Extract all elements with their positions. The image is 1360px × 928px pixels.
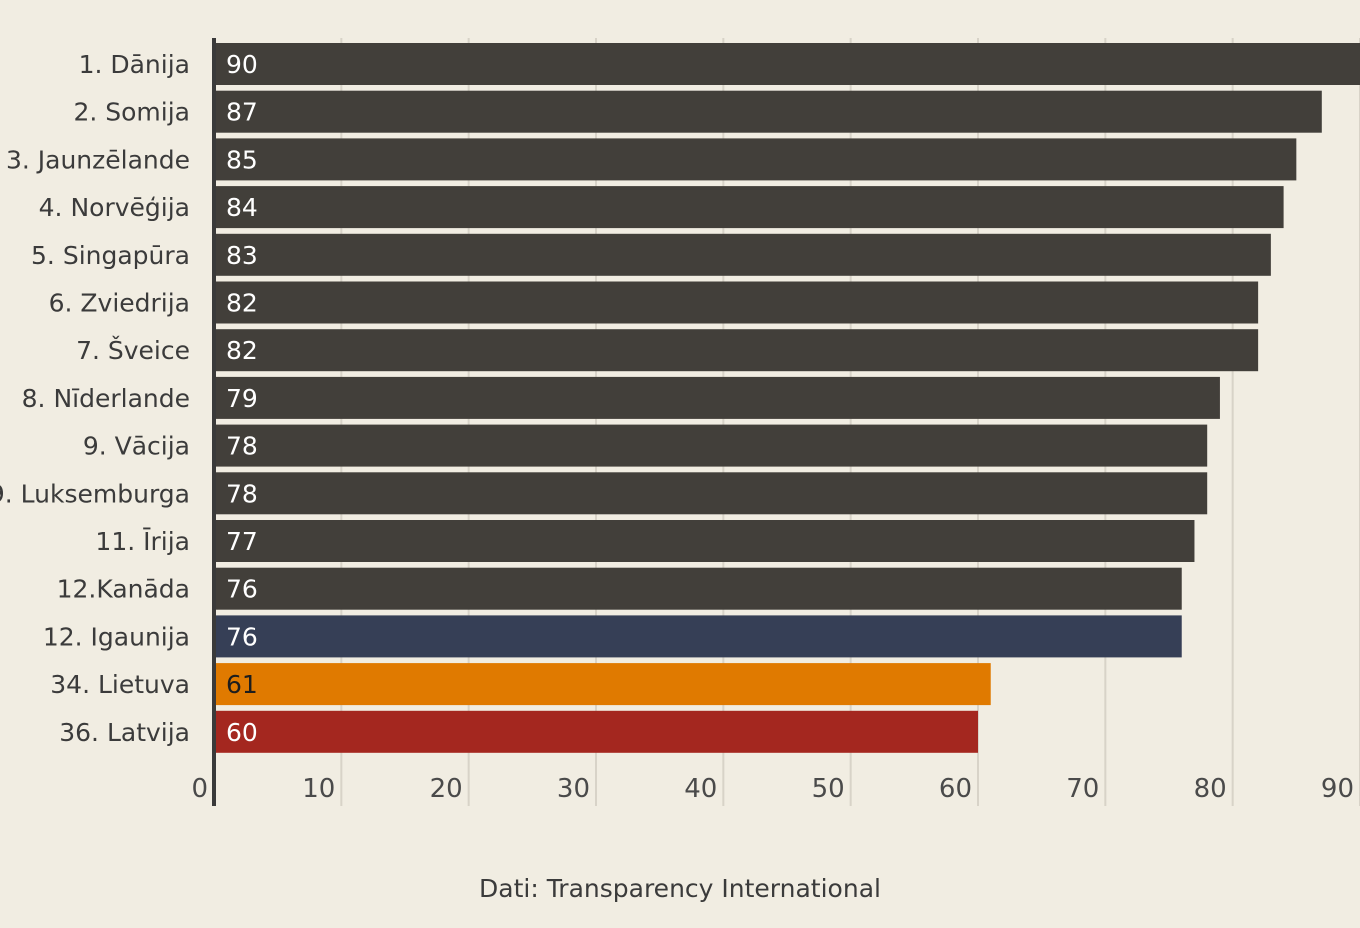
data-label: 78 — [226, 479, 258, 508]
data-label: 82 — [226, 336, 258, 365]
category-label: 5. Singapūra — [31, 241, 190, 270]
bars — [216, 43, 1360, 753]
x-tick-label: 30 — [557, 774, 590, 804]
bar — [216, 615, 1182, 658]
category-label: 36. Latvija — [59, 718, 190, 747]
bar — [216, 186, 1284, 229]
category-label: 4. Norvēģija — [39, 193, 190, 222]
bar — [216, 472, 1208, 515]
source-note: Dati: Transparency International — [479, 874, 881, 903]
data-label: 90 — [226, 50, 258, 79]
category-label: 9. Vācija — [83, 432, 190, 461]
x-tick-label: 50 — [812, 774, 845, 804]
bar — [216, 710, 978, 753]
category-label: 1. Dānija — [79, 50, 190, 79]
x-axis-tick-labels: 0 10 20 30 40 50 60 70 80 90 — [191, 774, 1354, 804]
category-label: 12.Kanāda — [57, 575, 190, 604]
bar — [216, 424, 1208, 467]
data-label: 76 — [226, 622, 258, 651]
category-label: 7. Šveice — [76, 335, 190, 365]
x-tick-label: 0 — [191, 774, 208, 804]
bar — [216, 329, 1259, 372]
data-label: 60 — [226, 718, 258, 747]
bar — [216, 281, 1259, 324]
category-label: 8. Nīderlande — [22, 384, 190, 413]
data-label: 79 — [226, 384, 258, 413]
bar — [216, 233, 1271, 276]
value-labels: 90 87 85 84 83 82 82 79 78 78 77 76 76 61 60 — [226, 50, 258, 747]
bar — [216, 663, 991, 706]
category-label: 11. Īrija — [95, 527, 190, 556]
data-label: 84 — [226, 193, 258, 222]
data-label: 77 — [226, 527, 258, 556]
category-labels: 1. Dānija 2. Somija 3. Jaunzēlande 4. Norvē… — [0, 50, 190, 747]
data-label: 78 — [226, 432, 258, 461]
bar — [216, 138, 1297, 181]
x-tick-label: 80 — [1194, 774, 1227, 804]
category-label: 2. Somija — [73, 98, 190, 127]
x-tick-label: 90 — [1321, 774, 1354, 804]
data-label: 87 — [226, 98, 258, 127]
x-tick-label: 10 — [302, 774, 335, 804]
data-label: 83 — [226, 241, 258, 270]
category-label: 12. Igaunija — [43, 622, 190, 651]
data-label: 76 — [226, 575, 258, 604]
data-label: 61 — [226, 670, 258, 699]
bar — [216, 520, 1195, 562]
category-label: 6. Zviedrija — [49, 289, 190, 318]
category-label: 3. Jaunzēlande — [6, 145, 190, 174]
category-label: 9. Luksemburga — [0, 479, 190, 508]
bar — [216, 376, 1220, 419]
category-label: 34. Lietuva — [50, 670, 190, 699]
x-tick-label: 60 — [939, 774, 972, 804]
data-label: 82 — [226, 289, 258, 318]
bar — [216, 567, 1182, 610]
x-tick-label: 20 — [430, 774, 463, 804]
x-tick-label: 70 — [1066, 774, 1099, 804]
data-label: 85 — [226, 145, 258, 174]
bar — [216, 43, 1360, 85]
bar — [216, 90, 1322, 133]
x-tick-label: 40 — [684, 774, 717, 804]
